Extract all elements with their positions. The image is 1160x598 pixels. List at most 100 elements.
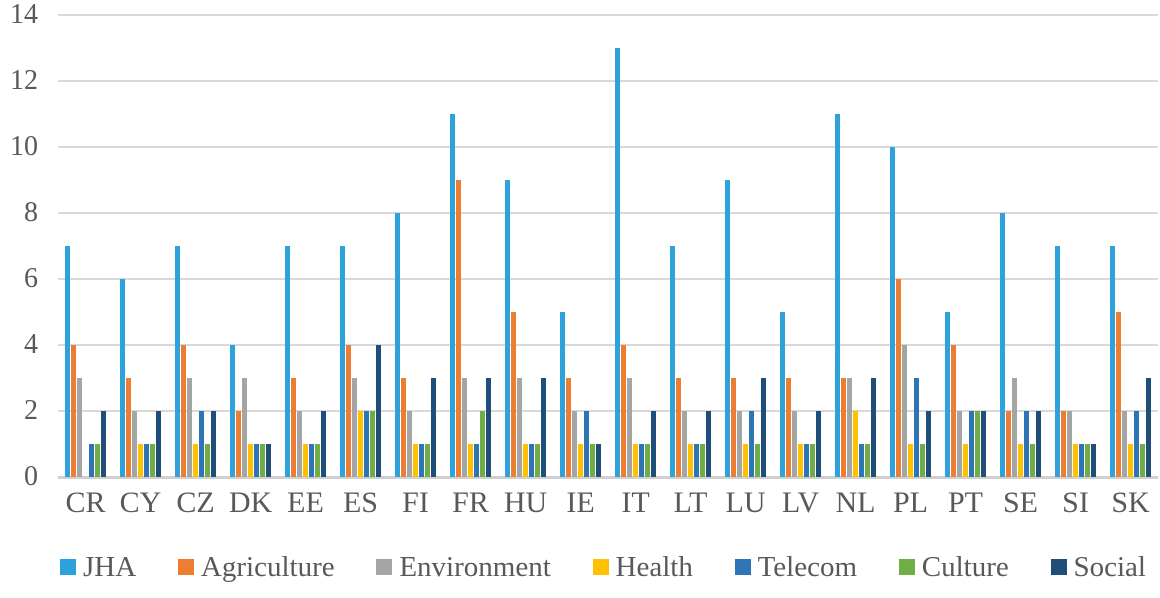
bar-group-cy (113, 15, 168, 477)
bar-environment-sk (1122, 411, 1127, 477)
bar-culture-es (370, 411, 375, 477)
bar-jha-lt (670, 246, 675, 477)
bar-health-fr (468, 444, 473, 477)
bar-group-lu (718, 15, 773, 477)
bar-group-ie (553, 15, 608, 477)
y-tick-label: 0 (24, 461, 38, 492)
y-tick-label: 14 (10, 0, 38, 30)
legend-label: Agriculture (200, 551, 335, 583)
bar-social-fr (486, 378, 491, 477)
bar-agriculture-pt (951, 345, 956, 477)
bar-health-se (1018, 444, 1023, 477)
legend-label: JHA (83, 551, 137, 583)
bar-group-si (1048, 15, 1103, 477)
bar-environment-cr (77, 378, 82, 477)
x-tick-label-lu: LU (725, 486, 766, 519)
x-tick-label-ee: EE (287, 486, 324, 519)
x-tick-label-si: SI (1062, 486, 1089, 519)
bar-telecom-nl (859, 444, 864, 477)
bar-health-sk (1128, 444, 1133, 477)
y-tick-label: 10 (10, 131, 38, 162)
y-tick-label: 8 (24, 197, 38, 228)
legend-item-health: Health (592, 550, 693, 584)
bar-culture-pl (920, 444, 925, 477)
bar-group-sk (1103, 15, 1158, 477)
bar-group-cz (168, 15, 223, 477)
bar-group-dk (223, 15, 278, 477)
bar-jha-pl (890, 147, 895, 477)
gridline-10 (58, 146, 1158, 148)
y-tick-label: 12 (10, 65, 38, 96)
bar-environment-si (1067, 411, 1072, 477)
bar-social-ie (596, 444, 601, 477)
bar-environment-it (627, 378, 632, 477)
bar-jha-cr (65, 246, 70, 477)
bar-culture-ee (315, 444, 320, 477)
bar-telecom-cz (199, 411, 204, 477)
bar-telecom-lv (804, 444, 809, 477)
plot-area (58, 14, 1158, 479)
bar-agriculture-pl (896, 279, 901, 477)
bar-agriculture-nl (841, 378, 846, 477)
legend-label: Social (1073, 551, 1147, 583)
bar-telecom-fr (474, 444, 479, 477)
bar-telecom-lu (749, 411, 754, 477)
bar-culture-fr (480, 411, 485, 477)
legend-swatch-environment (376, 559, 393, 575)
x-tick-label-ie: IE (566, 486, 595, 519)
x-tick-label-se: SE (1002, 486, 1038, 519)
bar-agriculture-fi (401, 378, 406, 477)
x-tick-label-dk: DK (228, 486, 273, 519)
bar-environment-dk (242, 378, 247, 477)
bar-agriculture-se (1006, 411, 1011, 477)
legend-swatch-health (592, 559, 609, 575)
bar-telecom-es (364, 411, 369, 477)
legend: JHA Agriculture Environment Health Telecom Cu… (60, 550, 1146, 584)
bar-jha-ie (560, 312, 565, 477)
x-tick-label-pt: PT (947, 486, 983, 519)
bar-jha-ee (285, 246, 290, 477)
bar-telecom-si (1079, 444, 1084, 477)
legend-swatch-social (1050, 559, 1067, 575)
bar-agriculture-fr (456, 180, 461, 477)
bar-telecom-se (1024, 411, 1029, 477)
bar-culture-se (1030, 444, 1035, 477)
bar-jha-hu (505, 180, 510, 477)
bar-culture-lt (700, 444, 705, 477)
bar-telecom-lt (694, 444, 699, 477)
bar-health-dk (248, 444, 253, 477)
legend-item-culture: Culture (898, 550, 1009, 584)
bar-agriculture-cz (181, 345, 186, 477)
bar-health-es (358, 411, 363, 477)
x-tick-label-es: ES (342, 486, 378, 519)
bar-health-it (633, 444, 638, 477)
legend-label: Culture (921, 551, 1009, 583)
bar-social-cz (211, 411, 216, 477)
bar-agriculture-dk (236, 411, 241, 477)
bar-culture-lu (755, 444, 760, 477)
bar-social-nl (871, 378, 876, 477)
bar-environment-pl (902, 345, 907, 477)
x-axis: CR CY CZ DK EE ES FI FR HU IE IT LT LU LV NL PL PT SE SI SK (58, 486, 1158, 520)
bar-environment-fr (462, 378, 467, 477)
bar-social-cy (156, 411, 161, 477)
bar-culture-cr (95, 444, 100, 477)
legend-label: Health (615, 551, 693, 583)
bar-social-lt (706, 411, 711, 477)
x-tick-label-nl: NL (835, 486, 876, 519)
bar-agriculture-lu (731, 378, 736, 477)
bar-environment-lu (737, 411, 742, 477)
bar-telecom-hu (529, 444, 534, 477)
bar-social-cr (101, 411, 106, 477)
bar-culture-cy (150, 444, 155, 477)
bar-agriculture-lv (786, 378, 791, 477)
bar-jha-sk (1110, 246, 1115, 477)
bar-group-pt (938, 15, 993, 477)
bar-telecom-pl (914, 378, 919, 477)
bar-environment-hu (517, 378, 522, 477)
gridline-12 (58, 80, 1158, 82)
bar-agriculture-ie (566, 378, 571, 477)
y-tick-label: 6 (24, 263, 38, 294)
bar-jha-cz (175, 246, 180, 477)
bar-jha-pt (945, 312, 950, 477)
